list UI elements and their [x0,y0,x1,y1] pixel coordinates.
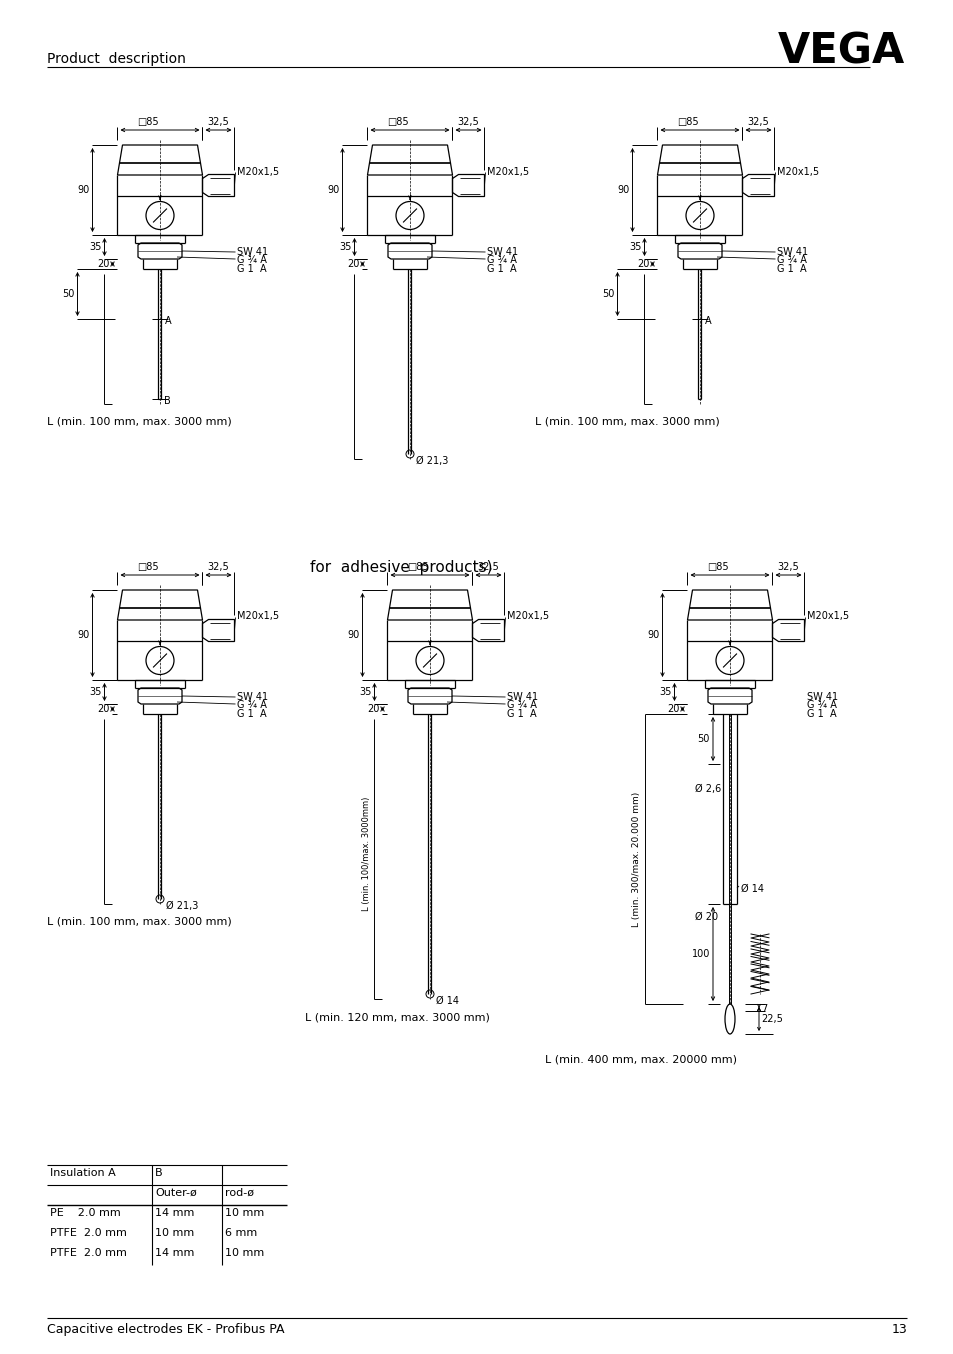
Text: 100: 100 [691,949,709,959]
Text: PTFE  2.0 mm: PTFE 2.0 mm [50,1228,127,1238]
Text: B: B [154,1169,162,1178]
Text: M20x1,5: M20x1,5 [777,167,819,176]
Text: 20: 20 [666,704,679,714]
Text: A: A [164,315,171,326]
Text: Insulation A: Insulation A [50,1169,115,1178]
Text: 13: 13 [890,1323,906,1336]
Text: 90: 90 [617,185,629,195]
Text: 90: 90 [327,185,339,195]
Text: 35: 35 [628,242,640,252]
Text: Ø 14: Ø 14 [740,884,763,894]
Text: L (min. 100/max. 3000mm): L (min. 100/max. 3000mm) [362,796,371,911]
Text: 20: 20 [637,259,649,269]
Text: 32,5: 32,5 [208,562,229,571]
Text: 35: 35 [338,242,351,252]
Text: SW 41: SW 41 [777,246,808,257]
Text: 35: 35 [89,686,101,697]
Text: 20: 20 [97,259,110,269]
Text: 10 mm: 10 mm [225,1208,264,1219]
Text: PTFE  2.0 mm: PTFE 2.0 mm [50,1248,127,1258]
Text: G ¾ A: G ¾ A [777,255,806,265]
Text: M20x1,5: M20x1,5 [806,612,849,621]
Text: 35: 35 [358,686,371,697]
Text: □85: □85 [407,562,428,571]
Text: G 1  A: G 1 A [777,264,806,274]
Text: 50: 50 [697,734,709,743]
Text: for  adhesive  products): for adhesive products) [310,561,492,575]
Text: M20x1,5: M20x1,5 [507,612,549,621]
Text: 32,5: 32,5 [457,116,478,127]
Text: B: B [164,395,172,406]
Text: Ø 21,3: Ø 21,3 [166,900,198,911]
Text: 90: 90 [347,630,359,640]
Text: SW 41: SW 41 [237,692,269,701]
Text: 10 mm: 10 mm [154,1228,194,1238]
Text: 32,5: 32,5 [477,562,498,571]
Text: L (min. 100 mm, max. 3000 mm): L (min. 100 mm, max. 3000 mm) [47,917,232,927]
Text: □85: □85 [137,562,158,571]
Text: Capacitive electrodes EK - Profibus PA: Capacitive electrodes EK - Profibus PA [47,1323,284,1336]
Text: L (min. 100 mm, max. 3000 mm): L (min. 100 mm, max. 3000 mm) [535,417,719,427]
Text: L (min. 100 mm, max. 3000 mm): L (min. 100 mm, max. 3000 mm) [47,417,232,427]
Text: L (min. 120 mm, max. 3000 mm): L (min. 120 mm, max. 3000 mm) [305,1011,489,1022]
Text: G 1  A: G 1 A [806,709,836,719]
Text: 90: 90 [77,630,90,640]
Text: 32,5: 32,5 [777,562,799,571]
Text: VEGA: VEGA [777,30,904,72]
Text: 14 mm: 14 mm [154,1248,194,1258]
Text: G ¾ A: G ¾ A [237,700,267,709]
Text: 20: 20 [367,704,379,714]
Text: G ¾ A: G ¾ A [237,255,267,265]
Text: G 1  A: G 1 A [487,264,517,274]
Text: L (min. 300/max. 20.000 mm): L (min. 300/max. 20.000 mm) [632,791,640,926]
Text: L (min. 400 mm, max. 20000 mm): L (min. 400 mm, max. 20000 mm) [544,1053,737,1064]
Text: 32,5: 32,5 [747,116,768,127]
Text: Ø 2,6: Ø 2,6 [695,784,720,793]
Text: rod-ø: rod-ø [225,1187,253,1198]
Text: 50: 50 [62,288,74,299]
Text: □85: □85 [137,116,158,127]
Text: 35: 35 [659,686,671,697]
Text: 32,5: 32,5 [208,116,229,127]
Text: 10 mm: 10 mm [225,1248,264,1258]
Text: Ø 21,3: Ø 21,3 [416,456,448,466]
Text: SW 41: SW 41 [806,692,838,701]
Text: 90: 90 [77,185,90,195]
Text: 90: 90 [646,630,659,640]
Text: G 1  A: G 1 A [237,709,267,719]
Text: 50: 50 [601,288,614,299]
Text: SW 41: SW 41 [237,246,269,257]
Text: Ø 20: Ø 20 [695,913,718,922]
Text: □85: □85 [387,116,409,127]
Text: Product  description: Product description [47,51,186,66]
Text: 7: 7 [760,1005,766,1014]
Text: SW 41: SW 41 [487,246,518,257]
Text: 20: 20 [97,704,110,714]
Text: 6 mm: 6 mm [225,1228,257,1238]
Text: M20x1,5: M20x1,5 [487,167,529,176]
Text: M20x1,5: M20x1,5 [237,612,279,621]
Text: □85: □85 [677,116,699,127]
Text: G ¾ A: G ¾ A [806,700,837,709]
Text: 35: 35 [89,242,101,252]
Text: G 1  A: G 1 A [507,709,537,719]
Text: G 1  A: G 1 A [237,264,267,274]
Text: M20x1,5: M20x1,5 [237,167,279,176]
Text: 22,5: 22,5 [760,1014,782,1024]
Text: 20: 20 [347,259,359,269]
Text: PE    2.0 mm: PE 2.0 mm [50,1208,121,1219]
Text: G ¾ A: G ¾ A [507,700,537,709]
Text: Outer-ø: Outer-ø [154,1187,196,1198]
Text: 14 mm: 14 mm [154,1208,194,1219]
Text: □85: □85 [706,562,728,571]
Text: SW 41: SW 41 [507,692,538,701]
Text: G ¾ A: G ¾ A [487,255,517,265]
Text: Ø 14: Ø 14 [436,997,458,1006]
Text: A: A [703,315,710,326]
